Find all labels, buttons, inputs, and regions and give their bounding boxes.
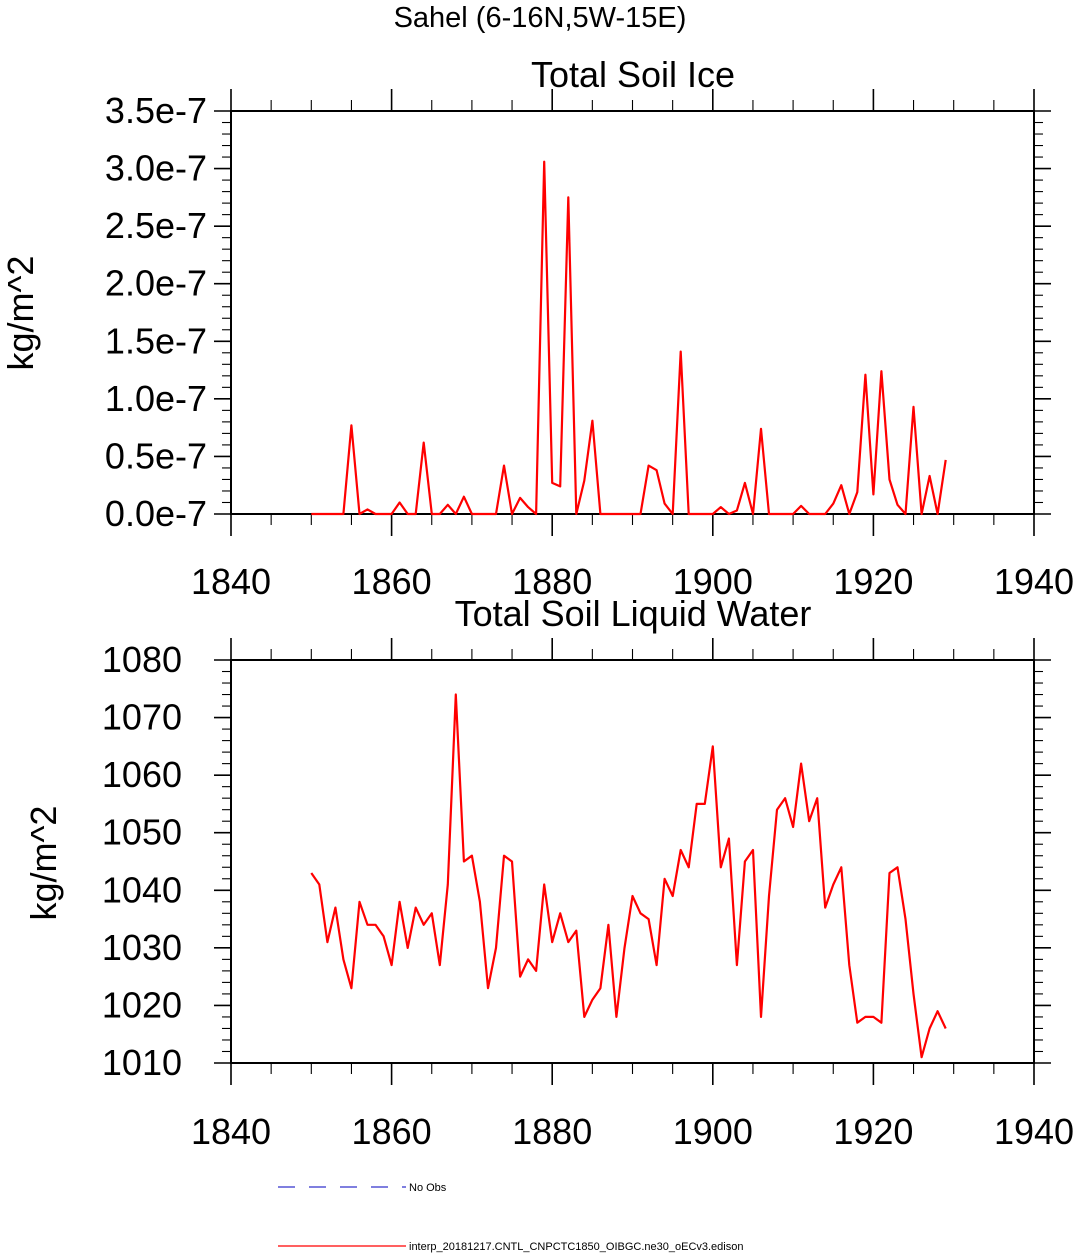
x-tick-label: 1940 xyxy=(994,1111,1074,1152)
series-line xyxy=(311,160,947,516)
x-tick-label: 1920 xyxy=(833,561,913,602)
tick-marks xyxy=(214,89,1051,536)
figure-title: Sahel (6-16N,5W-15E) xyxy=(394,2,687,34)
legend-model-label: interp_20181217.CNTL_CNPCTC1850_OIBGC.ne… xyxy=(409,1241,743,1253)
tick-marks xyxy=(214,638,1051,1085)
y-tick-label: 1060 xyxy=(102,754,182,795)
y-tick-label: 0.5e-7 xyxy=(105,435,207,476)
x-tick-label: 1900 xyxy=(673,561,753,602)
legend: No Obs interp_20181217.CNTL_CNPCTC1850_O… xyxy=(278,1182,743,1253)
y-tick-label: 1010 xyxy=(102,1042,182,1083)
y-tick-label: 3.0e-7 xyxy=(105,148,207,189)
y-tick-label: 2.5e-7 xyxy=(105,205,207,246)
y-tick-label: 3.5e-7 xyxy=(105,90,207,131)
tick-labels: 0.0e-7 0.5e-7 1.0e-7 1.5e-7 2.0e-7 2.5e-7 3.0e… xyxy=(105,90,1074,602)
x-tick-label: 1940 xyxy=(994,561,1074,602)
x-tick-label: 1920 xyxy=(833,1111,913,1152)
y-tick-label: 1080 xyxy=(102,639,182,680)
y-axis-label: kg/m^2 xyxy=(23,806,64,921)
tick-labels: 1010 1020 1030 1040 1050 1060 1070 1080 1840 1860… xyxy=(102,639,1074,1152)
panel-title: Total Soil Ice xyxy=(531,54,735,95)
y-tick-label: 0.0e-7 xyxy=(105,493,207,534)
y-tick-label: 1.0e-7 xyxy=(105,378,207,419)
x-tick-label: 1840 xyxy=(191,1111,271,1152)
legend-obs-label: No Obs xyxy=(409,1182,447,1194)
y-tick-label: 1.5e-7 xyxy=(105,320,207,361)
y-tick-label: 1020 xyxy=(102,984,182,1025)
x-tick-label: 1880 xyxy=(512,561,592,602)
x-tick-label: 1880 xyxy=(512,1111,592,1152)
x-tick-label: 1840 xyxy=(191,561,271,602)
y-axis-label: kg/m^2 xyxy=(0,256,41,371)
y-tick-label: 1030 xyxy=(102,927,182,968)
y-tick-label: 1040 xyxy=(102,869,182,910)
x-tick-label: 1860 xyxy=(352,1111,432,1152)
x-tick-label: 1900 xyxy=(673,1111,753,1152)
x-tick-label: 1860 xyxy=(352,561,432,602)
plot-frame xyxy=(230,110,1035,515)
y-tick-label: 2.0e-7 xyxy=(105,263,207,304)
series-line xyxy=(310,693,947,1059)
panel-total-soil-ice: Total Soil Ice kg/m^2 0.0e-7 0.5e-7 1.0e-7… xyxy=(0,54,1074,602)
y-tick-label: 1050 xyxy=(102,812,182,853)
y-tick-label: 1070 xyxy=(102,697,182,738)
panel-total-soil-liquid-water: Total Soil Liquid Water kg/m^2 101010201… xyxy=(23,593,1074,1152)
data-marks xyxy=(310,693,947,1059)
data-marks xyxy=(311,160,947,516)
panel-title: Total Soil Liquid Water xyxy=(455,593,812,634)
